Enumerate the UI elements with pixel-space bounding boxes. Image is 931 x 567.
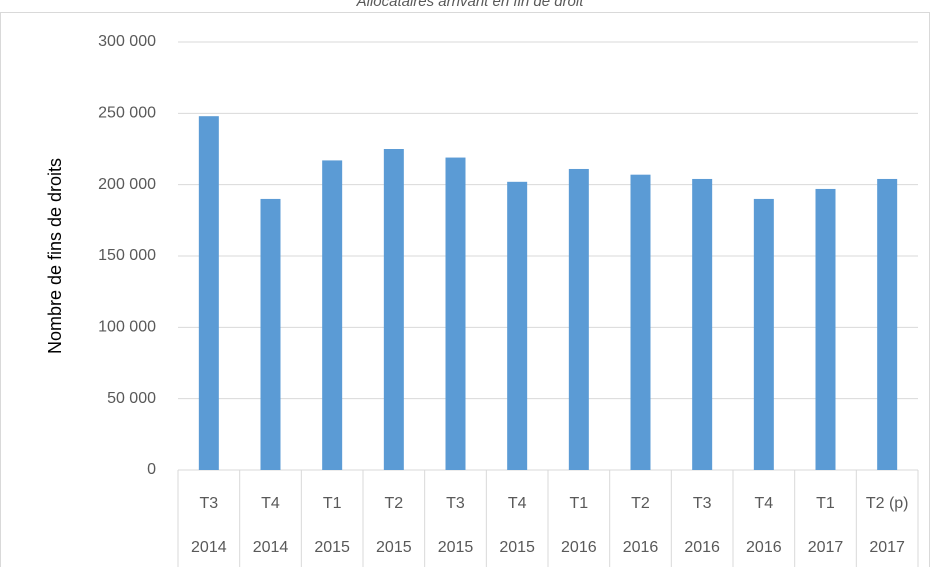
y-tick-label: 300 000 [98, 33, 156, 50]
bar [260, 198, 281, 470]
bar [568, 168, 589, 470]
x-group-label: 2015 [376, 539, 412, 556]
y-tick-label: 200 000 [98, 176, 156, 193]
y-tick-label: 250 000 [98, 105, 156, 122]
chart-frame [0, 12, 930, 567]
bar [322, 160, 343, 470]
x-group-label: 2014 [253, 539, 289, 556]
y-tick-label: 150 000 [98, 247, 156, 264]
x-tick-label: T2 (p) [866, 495, 909, 512]
x-group-label: 2016 [746, 539, 782, 556]
y-tick-label: 100 000 [98, 319, 156, 336]
x-tick-label: T4 [261, 495, 280, 512]
y-tick-label: 0 [147, 461, 156, 478]
x-group-label: 2014 [191, 539, 227, 556]
bar [383, 149, 404, 470]
x-group-label: 2017 [869, 539, 905, 556]
x-tick-label: T3 [693, 495, 712, 512]
x-tick-label: T1 [569, 495, 588, 512]
chart-title: Allocataires arrivant en fin de droit [356, 0, 585, 10]
x-tick-label: T4 [508, 495, 527, 512]
bar [692, 178, 713, 470]
x-tick-label: T2 [631, 495, 650, 512]
x-tick-label: T2 [384, 495, 403, 512]
x-group-label: 2015 [314, 539, 350, 556]
bar [630, 174, 651, 470]
x-tick-label: T1 [323, 495, 342, 512]
bar [507, 181, 528, 470]
x-tick-label: T4 [754, 495, 773, 512]
y-axis-label: Nombre de fins de droits [45, 158, 65, 354]
x-tick-label: T3 [199, 495, 218, 512]
bar [815, 188, 836, 471]
x-group-label: 2016 [623, 539, 659, 556]
x-tick-label: T1 [816, 495, 835, 512]
x-tick-label: T3 [446, 495, 465, 512]
bar [753, 198, 774, 470]
x-group-label: 2015 [438, 539, 474, 556]
x-group-label: 2016 [561, 539, 597, 556]
x-group-label: 2015 [499, 539, 535, 556]
bar [445, 157, 466, 470]
x-group-label: 2017 [808, 539, 844, 556]
bar [198, 116, 219, 470]
bar [877, 178, 898, 470]
y-tick-label: 50 000 [107, 390, 156, 407]
x-group-label: 2016 [684, 539, 720, 556]
